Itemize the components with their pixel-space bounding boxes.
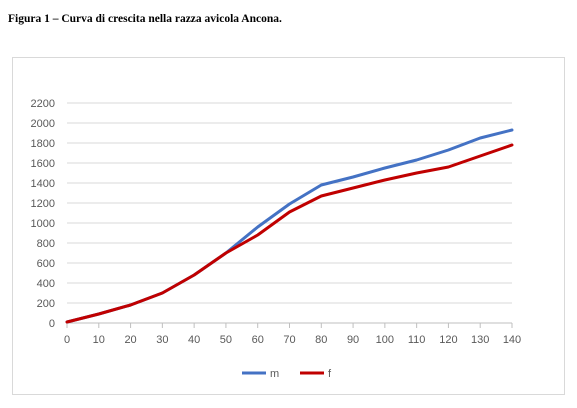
x-tick-label: 100 bbox=[376, 334, 394, 346]
legend-label-f: f bbox=[328, 368, 332, 380]
x-tick-label: 90 bbox=[347, 334, 359, 346]
line-chart: 0200400600800100012001400160018002000220… bbox=[31, 98, 522, 380]
y-tick-label: 200 bbox=[37, 298, 55, 310]
y-tick-label: 1400 bbox=[31, 178, 55, 190]
x-tick-label: 110 bbox=[408, 334, 426, 346]
y-tick-label: 0 bbox=[49, 318, 55, 330]
y-tick-label: 800 bbox=[37, 238, 55, 250]
figure-caption: Figura 1 – Curva di crescita nella razza… bbox=[8, 13, 282, 25]
y-tick-label: 1600 bbox=[31, 158, 55, 170]
x-tick-label: 70 bbox=[283, 334, 295, 346]
y-tick-label: 2000 bbox=[31, 118, 55, 130]
series-line-f bbox=[65, 143, 514, 324]
x-tick-label: 0 bbox=[64, 334, 70, 346]
y-tick-label: 1200 bbox=[31, 198, 55, 210]
y-tick-label: 400 bbox=[37, 278, 55, 290]
x-tick-label: 80 bbox=[315, 334, 327, 346]
x-tick-label: 20 bbox=[124, 334, 136, 346]
y-tick-label: 1800 bbox=[31, 138, 55, 150]
legend-label-m: m bbox=[270, 368, 279, 380]
x-tick-label: 120 bbox=[439, 334, 457, 346]
x-tick-label: 60 bbox=[252, 334, 264, 346]
y-tick-label: 600 bbox=[37, 258, 55, 270]
y-tick-label: 2200 bbox=[31, 98, 55, 110]
x-tick-label: 50 bbox=[220, 334, 232, 346]
x-tick-label: 130 bbox=[471, 334, 489, 346]
x-tick-label: 140 bbox=[503, 334, 521, 346]
x-tick-label: 40 bbox=[188, 334, 200, 346]
y-tick-label: 1000 bbox=[31, 218, 55, 230]
series-line-m bbox=[65, 128, 514, 324]
chart-area: 0 200 400 600 800 1000 1200 1400 1600 1800 2000 220… bbox=[12, 57, 565, 395]
x-tick-label: 10 bbox=[93, 334, 105, 346]
x-tick-label: 30 bbox=[156, 334, 168, 346]
